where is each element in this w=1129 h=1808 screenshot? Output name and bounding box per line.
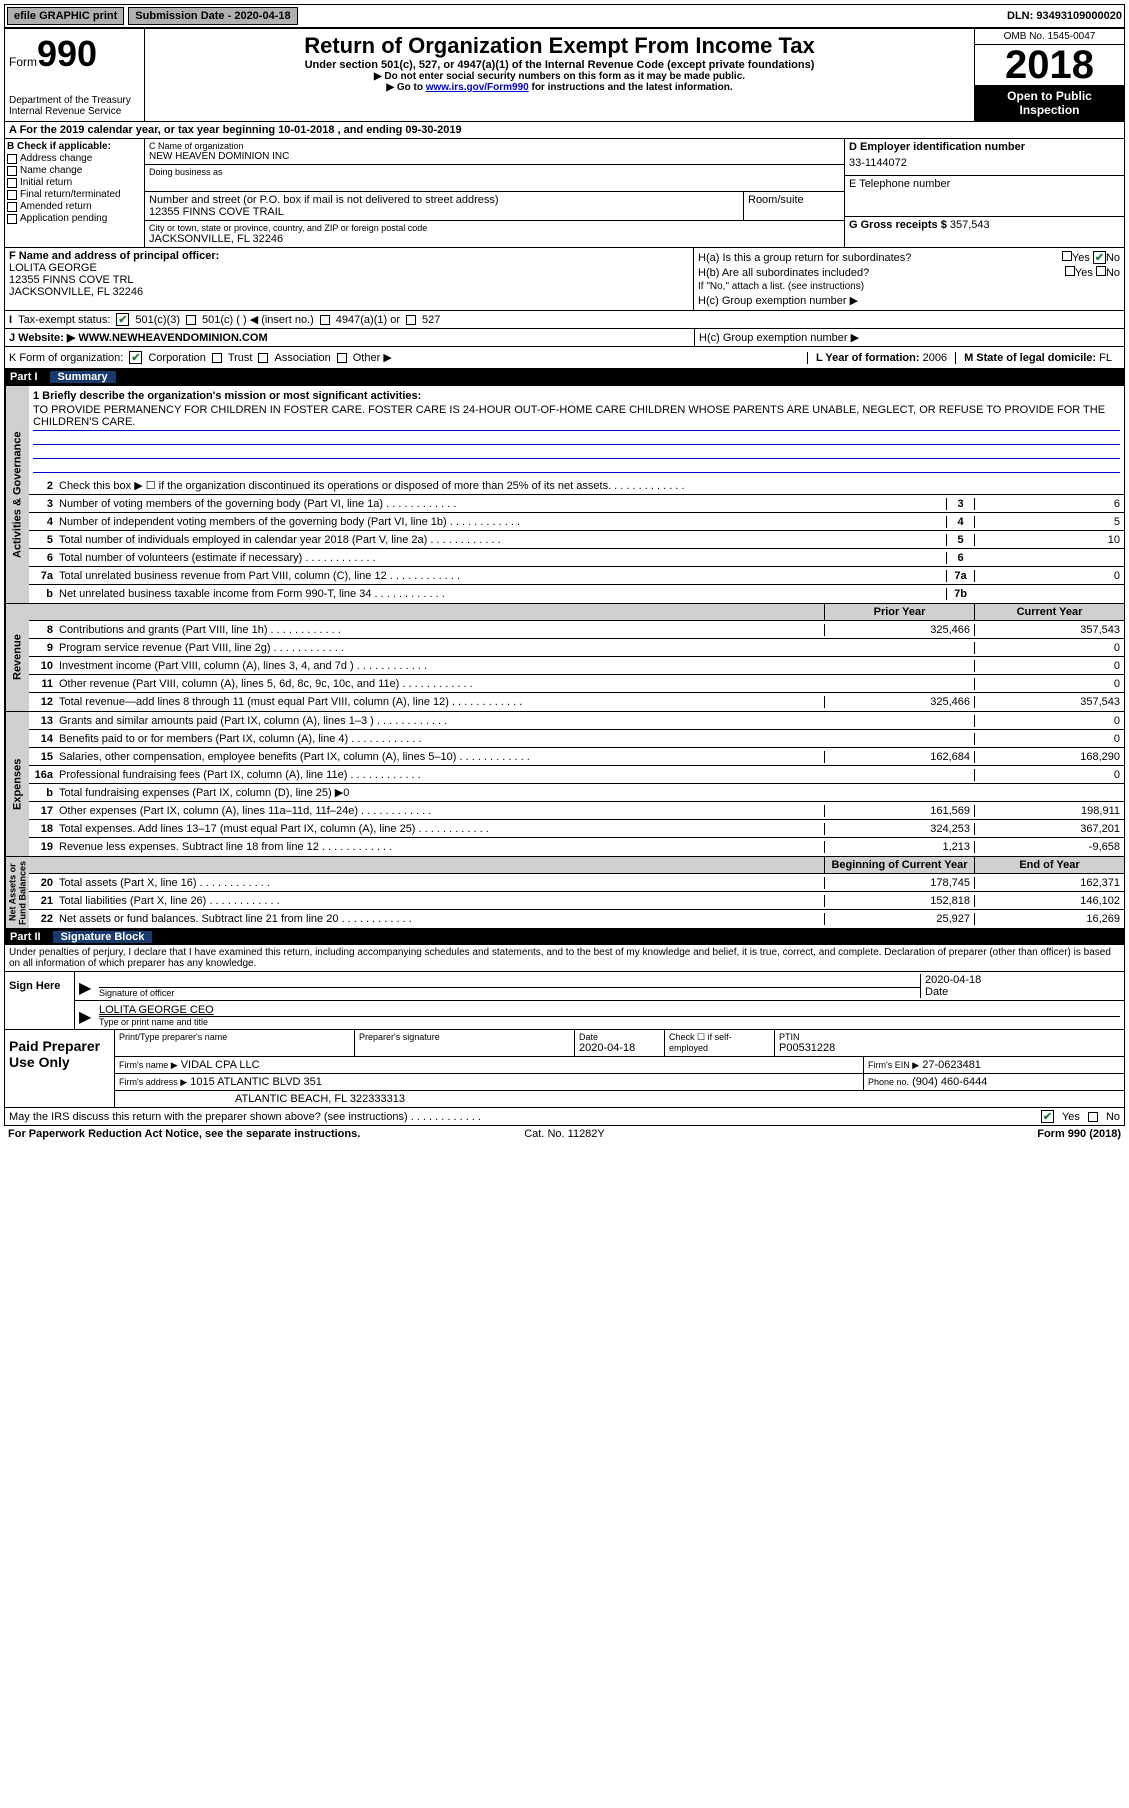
chk-ha-yes[interactable] [1062, 251, 1072, 261]
officer-name-title: LOLITA GEORGE CEO [99, 1004, 1120, 1016]
chk-hb-no[interactable] [1096, 266, 1106, 276]
summary-line: 21Total liabilities (Part X, line 26)152… [29, 892, 1124, 910]
website-value: WWW.NEWHEAVENDOMINION.COM [78, 332, 267, 344]
summary-line: 11Other revenue (Part VIII, column (A), … [29, 675, 1124, 693]
summary-line: bNet unrelated business taxable income f… [29, 585, 1124, 603]
dept-treasury: Department of the Treasury Internal Reve… [9, 95, 140, 117]
row-i-tax-status: I Tax-exempt status: ✔501(c)(3) 501(c) (… [4, 311, 1125, 329]
chk-amended[interactable] [7, 202, 17, 212]
summary-line: 19Revenue less expenses. Subtract line 1… [29, 838, 1124, 856]
summary-line: 20Total assets (Part X, line 16)178,7451… [29, 874, 1124, 892]
officer-name: LOLITA GEORGE [9, 262, 689, 274]
ssn-warning: ▶ Do not enter social security numbers o… [149, 71, 970, 82]
tax-year: 2018 [975, 45, 1124, 85]
chk-final-return[interactable] [7, 190, 17, 200]
ptin: P00531228 [779, 1042, 1120, 1054]
ein-value: 33-1144072 [849, 153, 1120, 173]
chk-other[interactable] [337, 353, 347, 363]
chk-app-pending[interactable] [7, 214, 17, 224]
part-1-header: Part ISummary [4, 369, 1125, 385]
sign-here-label: Sign Here [5, 972, 75, 1029]
side-activities: Activities & Governance [5, 386, 29, 603]
chk-527[interactable] [406, 315, 416, 325]
chk-address-change[interactable] [7, 154, 17, 164]
chk-hb-yes[interactable] [1065, 266, 1075, 276]
side-netassets: Net Assets or Fund Balances [5, 857, 29, 928]
irs-link[interactable]: www.irs.gov/Form990 [426, 82, 529, 93]
org-street: 12355 FINNS COVE TRAIL [149, 206, 739, 218]
chk-trust[interactable] [212, 353, 222, 363]
submission-label: Submission Date - 2020-04-18 [128, 7, 297, 25]
summary-line: bTotal fundraising expenses (Part IX, co… [29, 784, 1124, 802]
dln: DLN: 93493109000020 [1007, 10, 1122, 22]
chk-discuss-no[interactable] [1088, 1112, 1098, 1122]
form-header: Form990 Department of the Treasury Inter… [4, 28, 1125, 122]
summary-line: 18Total expenses. Add lines 13–17 (must … [29, 820, 1124, 838]
side-revenue: Revenue [5, 604, 29, 711]
firm-ein: 27-0623481 [922, 1059, 981, 1071]
chk-501c3[interactable]: ✔ [116, 313, 129, 326]
section-b-c-d: B Check if applicable: Address change Na… [4, 139, 1125, 248]
part-2-header: Part IISignature Block [4, 929, 1125, 945]
summary-line: 15Salaries, other compensation, employee… [29, 748, 1124, 766]
form-subtitle: Under section 501(c), 527, or 4947(a)(1)… [149, 59, 970, 71]
summary-table: Activities & Governance 1 Briefly descri… [4, 385, 1125, 929]
summary-line: 4Number of independent voting members of… [29, 513, 1124, 531]
firm-name: VIDAL CPA LLC [181, 1059, 260, 1071]
row-j-website: J Website: ▶ WWW.NEWHEAVENDOMINION.COM H… [4, 329, 1125, 347]
chk-501c[interactable] [186, 315, 196, 325]
summary-line: 7aTotal unrelated business revenue from … [29, 567, 1124, 585]
efile-label[interactable]: efile GRAPHIC print [7, 7, 124, 25]
chk-discuss-yes[interactable]: ✔ [1041, 1110, 1054, 1123]
firm-phone: (904) 460-6444 [912, 1076, 987, 1088]
col-b-checkboxes: B Check if applicable: Address change Na… [5, 139, 145, 247]
chk-4947[interactable] [320, 315, 330, 325]
mission-text: TO PROVIDE PERMANENCY FOR CHILDREN IN FO… [33, 402, 1120, 431]
summary-line: 12Total revenue—add lines 8 through 11 (… [29, 693, 1124, 711]
summary-line: 9Program service revenue (Part VIII, lin… [29, 639, 1124, 657]
page-footer: For Paperwork Reduction Act Notice, see … [4, 1126, 1125, 1142]
summary-line: 6Total number of volunteers (estimate if… [29, 549, 1124, 567]
org-name: NEW HEAVEN DOMINION INC [149, 151, 840, 162]
prep-date: 2020-04-18 [579, 1042, 660, 1054]
form-number: Form990 [9, 33, 140, 75]
chk-assoc[interactable] [258, 353, 268, 363]
form-title: Return of Organization Exempt From Incom… [149, 33, 970, 59]
col-d-e-g: D Employer identification number 33-1144… [844, 139, 1124, 247]
signature-section: Under penalties of perjury, I declare th… [4, 945, 1125, 1030]
top-bar: efile GRAPHIC print Submission Date - 20… [4, 4, 1125, 28]
section-f-h: F Name and address of principal officer:… [4, 248, 1125, 311]
inspection-badge: Open to Public Inspection [975, 85, 1124, 121]
org-city: JACKSONVILLE, FL 32246 [149, 233, 840, 245]
summary-line: 17Other expenses (Part IX, column (A), l… [29, 802, 1124, 820]
chk-name-change[interactable] [7, 166, 17, 176]
summary-line: 16aProfessional fundraising fees (Part I… [29, 766, 1124, 784]
col-c-org-info: C Name of organization NEW HEAVEN DOMINI… [145, 139, 844, 247]
row-a-period: A For the 2019 calendar year, or tax yea… [4, 122, 1125, 139]
goto-line: ▶ Go to www.irs.gov/Form990 for instruct… [149, 82, 970, 93]
summary-line: 8Contributions and grants (Part VIII, li… [29, 621, 1124, 639]
row-k-org-form: K Form of organization: ✔Corporation Tru… [4, 347, 1125, 369]
summary-line: 3Number of voting members of the governi… [29, 495, 1124, 513]
side-expenses: Expenses [5, 712, 29, 856]
summary-line: 2Check this box ▶ ☐ if the organization … [29, 477, 1124, 495]
chk-ha-no[interactable]: ✔ [1093, 251, 1106, 264]
discuss-row: May the IRS discuss this return with the… [4, 1108, 1125, 1126]
summary-line: 5Total number of individuals employed in… [29, 531, 1124, 549]
summary-line: 14Benefits paid to or for members (Part … [29, 730, 1124, 748]
state-domicile: FL [1099, 352, 1112, 364]
chk-corp[interactable]: ✔ [129, 351, 142, 364]
summary-line: 13Grants and similar amounts paid (Part … [29, 712, 1124, 730]
summary-line: 22Net assets or fund balances. Subtract … [29, 910, 1124, 928]
summary-line: 10Investment income (Part VIII, column (… [29, 657, 1124, 675]
sig-date: 2020-04-18 [925, 974, 1116, 986]
year-formation: 2006 [923, 352, 947, 364]
gross-receipts: 357,543 [950, 219, 990, 231]
chk-initial-return[interactable] [7, 178, 17, 188]
preparer-section: Paid Preparer Use Only Print/Type prepar… [4, 1030, 1125, 1108]
